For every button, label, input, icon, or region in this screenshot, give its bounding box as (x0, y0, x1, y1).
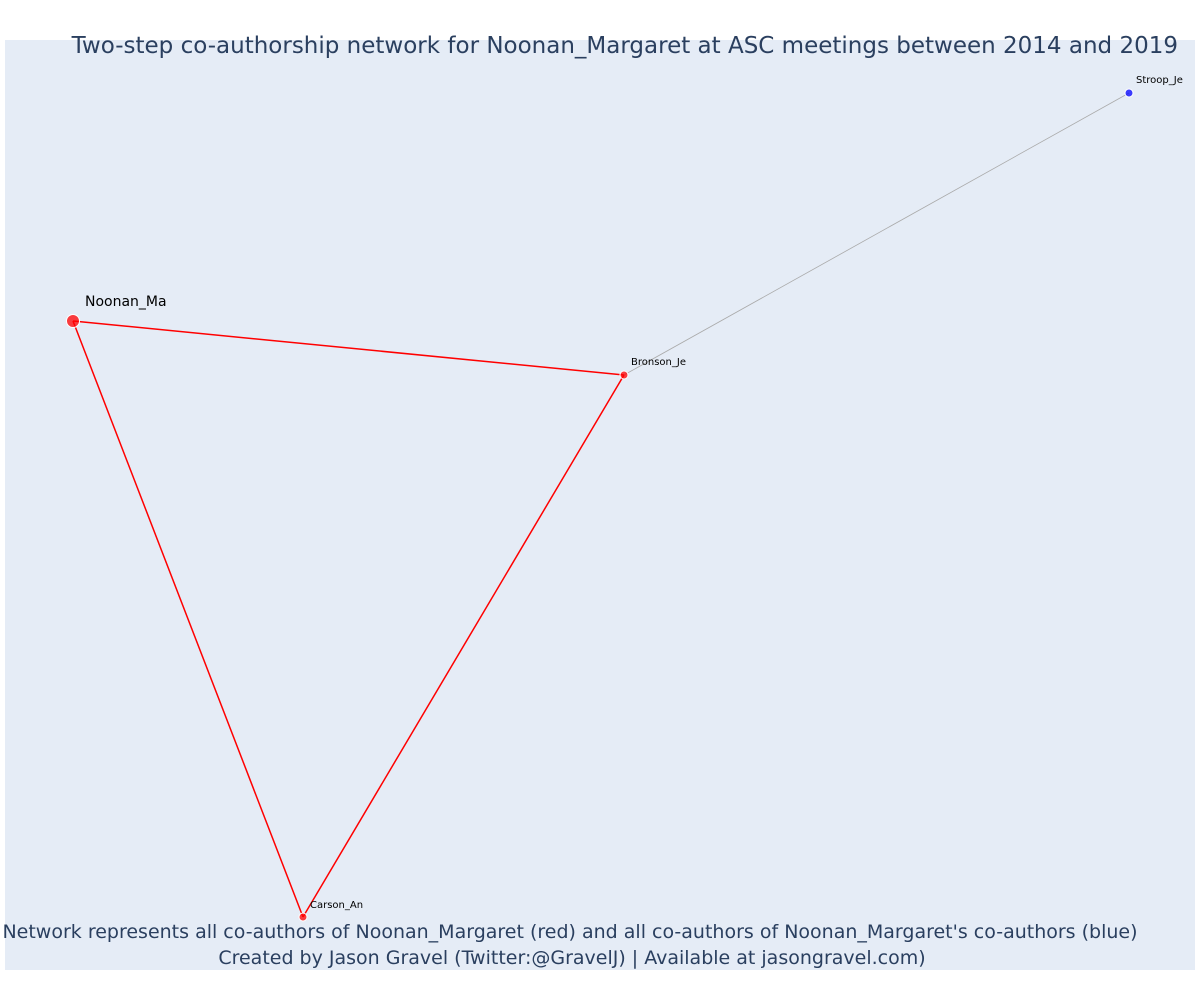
node-Carson_An[interactable] (298, 912, 308, 922)
node-Bronson_Je[interactable] (619, 370, 629, 380)
node-label-Carson_An: Carson_An (310, 900, 363, 911)
plot-area (5, 40, 1195, 970)
nodes-layer (66, 88, 1134, 922)
node-label-Stroop_Je: Stroop_Je (1136, 75, 1183, 86)
edge-Noonan_Ma-Bronson_Je (72, 320, 625, 376)
node-label-Bronson_Je: Bronson_Je (631, 357, 686, 368)
node-Stroop_Je[interactable] (1124, 88, 1134, 98)
caption-line-2: Created by Jason Gravel (Twitter:@Gravel… (218, 947, 925, 969)
node-Noonan_Ma[interactable] (66, 314, 80, 328)
edge-Noonan_Ma-Carson_An (72, 320, 304, 918)
edge-Bronson_Je-Stroop_Je (623, 92, 1130, 376)
node-label-Noonan_Ma: Noonan_Ma (85, 294, 167, 310)
edge-Bronson_Je-Carson_An (302, 374, 625, 918)
labels-layer: Noonan_Ma Bronson_Je Carson_An Stroop_Je (85, 75, 1183, 911)
edges-layer (72, 92, 1130, 918)
caption-line-1: Network represents all co-authors of Noo… (2, 921, 1137, 943)
chart-title: Two-step co-authorship network for Noona… (71, 33, 1178, 59)
